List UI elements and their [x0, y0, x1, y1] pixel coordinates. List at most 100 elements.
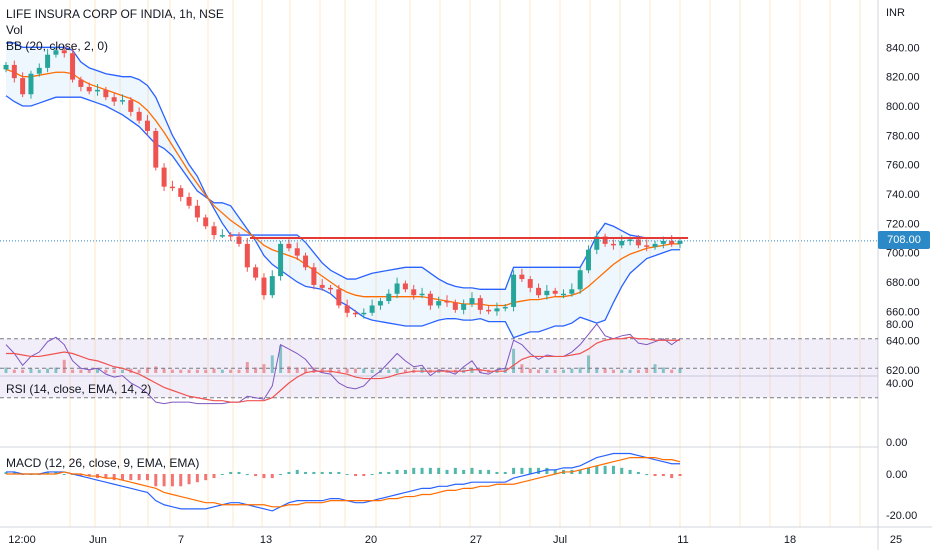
volume-bar: [304, 367, 308, 373]
candle-body: [3, 64, 9, 70]
macd-hist-bar: [495, 471, 499, 474]
macd-hist-bar: [170, 474, 174, 487]
volume-bar: [279, 345, 283, 373]
macd-tick-label: -20.00: [886, 510, 917, 522]
candle-body: [527, 279, 533, 288]
candle-body: [494, 308, 500, 312]
macd-tick-label: 0.00: [886, 469, 907, 481]
rsi-tick-label: 0.00: [886, 437, 907, 449]
macd-hist-bar: [304, 471, 308, 474]
y-tick-label: 680.00: [886, 277, 920, 289]
macd-hist-bar: [586, 467, 590, 474]
macd-hist-bar: [312, 471, 316, 474]
macd-hist-bar: [520, 467, 524, 474]
rsi-tick-label: 80.00: [886, 319, 914, 331]
volume-bar: [137, 369, 141, 373]
rsi-pane: [0, 323, 878, 405]
candle-body: [352, 312, 358, 315]
volume-bar: [120, 369, 124, 373]
macd-hist-bar: [437, 467, 441, 474]
volume-bar: [237, 369, 241, 373]
macd-hist-bar: [353, 474, 357, 477]
candle-body: [394, 283, 400, 294]
macd-hist-bar: [220, 474, 224, 475]
candle-body: [660, 240, 666, 244]
candle-body: [444, 301, 450, 303]
macd-hist-bar: [4, 471, 8, 474]
candle-body: [461, 304, 467, 310]
macd-hist-bar: [245, 474, 249, 475]
macd-hist-bar: [337, 471, 341, 474]
volume-bar: [586, 355, 590, 373]
candle-body: [336, 289, 342, 306]
candle-body: [402, 283, 408, 290]
macd-pane: [4, 452, 682, 512]
volume-bar: [54, 367, 58, 373]
candle-body: [228, 235, 234, 237]
volume-bar: [562, 369, 566, 373]
volume-bar: [62, 359, 66, 373]
macd-hist-bar: [370, 474, 374, 475]
y-tick-label: 660.00: [886, 306, 920, 318]
volume-bar: [37, 369, 41, 373]
candle-body: [635, 239, 641, 246]
volume-bar: [370, 369, 374, 373]
x-tick-label: Jul: [553, 534, 567, 546]
signal-line: [6, 457, 681, 508]
macd-hist-bar: [120, 474, 124, 481]
candle-body: [261, 277, 267, 296]
macd-hist-bar: [46, 471, 50, 474]
candle-body: [469, 298, 475, 304]
macd-hist-bar: [537, 467, 541, 474]
candle-body: [53, 50, 59, 55]
volume-bar: [187, 369, 191, 373]
macd-hist-bar: [295, 469, 299, 474]
volume-bar: [620, 369, 624, 373]
candle-body: [569, 289, 575, 294]
candle-body: [95, 89, 101, 92]
candle-body: [669, 240, 675, 244]
macd-hist-bar: [611, 465, 615, 474]
candle-body: [486, 309, 492, 312]
volume-bar: [611, 369, 615, 373]
macd-hist-bar: [670, 474, 674, 479]
x-tick-label: 7: [178, 534, 184, 546]
candle-body: [328, 287, 334, 290]
macd-hist-bar: [154, 474, 158, 487]
y-tick-label: 620.00: [886, 365, 920, 377]
volume-bar: [295, 367, 299, 373]
macd-hist-bar: [187, 474, 191, 485]
bb-lower-line: [5, 95, 680, 339]
macd-hist-bar: [362, 474, 366, 477]
volume-bar: [162, 368, 166, 373]
candle-body: [602, 236, 608, 244]
candle-body: [194, 205, 200, 218]
volume-bar: [112, 369, 116, 373]
volume-bar: [362, 368, 366, 373]
macd-hist-bar: [104, 474, 108, 479]
macd-hist-bar: [403, 469, 407, 474]
macd-hist-bar: [603, 465, 607, 474]
chart-title: LIFE INSURA CORP OF INDIA, 1h, NSE: [6, 7, 224, 21]
volume-bar: [478, 369, 482, 373]
volume-bar: [195, 369, 199, 373]
volume-bar: [12, 369, 16, 373]
macd-hist-bar: [262, 474, 266, 479]
candle-body: [61, 50, 67, 54]
candle-body: [610, 243, 616, 246]
macd-hist-bar: [462, 469, 466, 474]
macd-line: [6, 452, 680, 512]
candle-body: [544, 290, 550, 296]
macd-hist-bar: [412, 467, 416, 474]
volume-bar: [245, 362, 249, 373]
volume-bar: [670, 369, 674, 373]
macd-hist-bar: [329, 471, 333, 474]
volume-bar: [395, 368, 399, 373]
volume-bar: [154, 366, 158, 373]
macd-hist-bar: [179, 474, 183, 487]
volume-bar: [179, 369, 183, 373]
bollinger-fill: [6, 42, 680, 338]
rsi-label: RSI (14, close, EMA, 14, 2): [6, 382, 152, 396]
macd-hist-bar: [661, 474, 665, 477]
